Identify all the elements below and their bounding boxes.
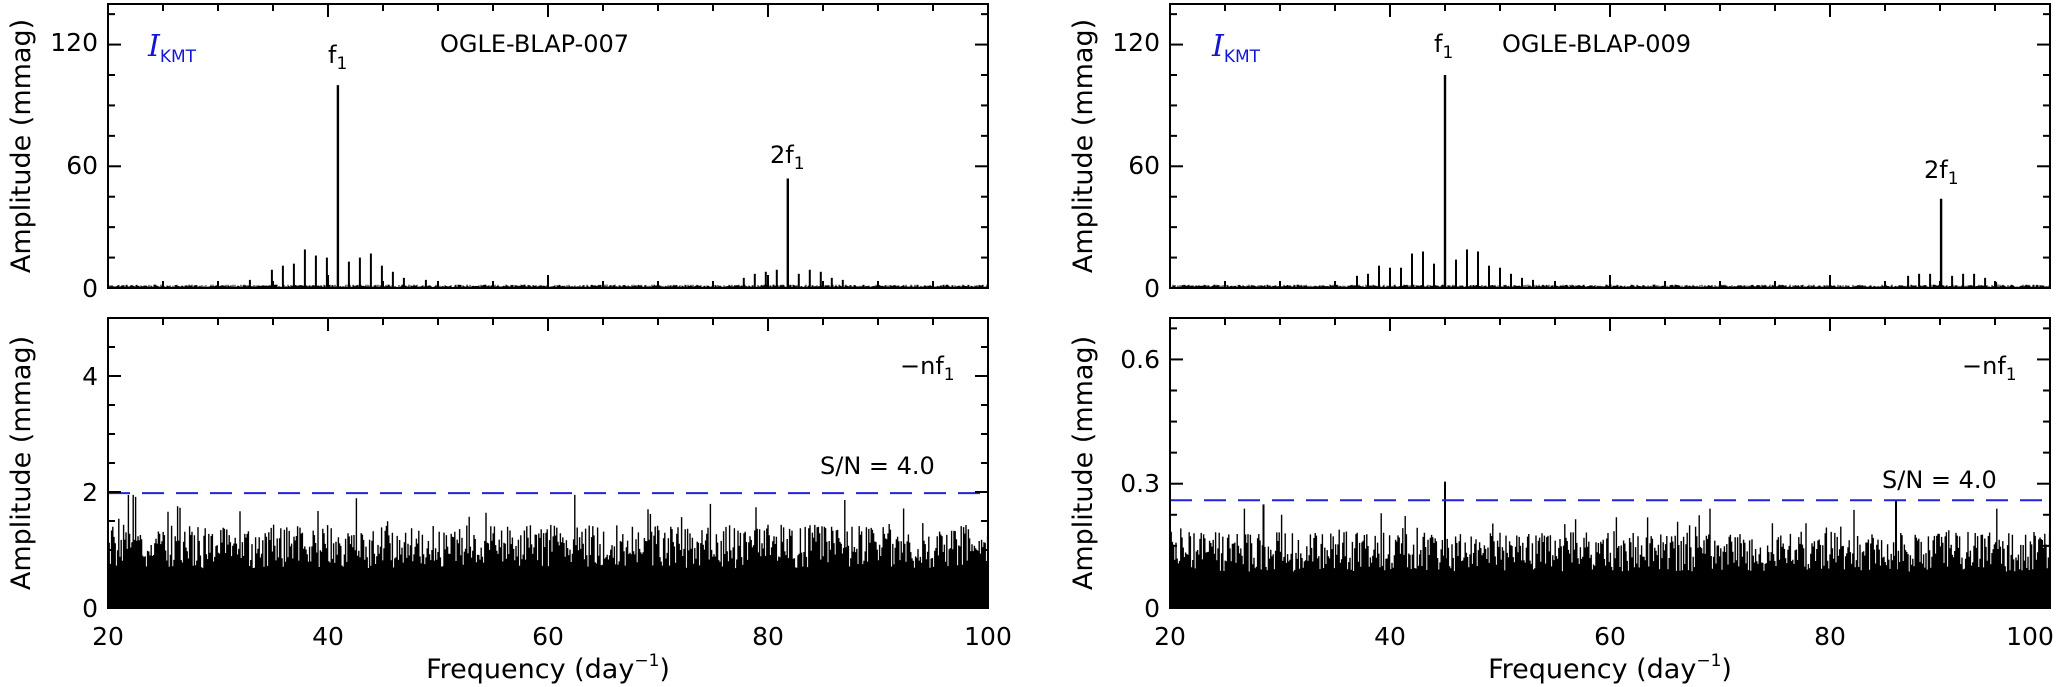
x-axis-title: Frequency (day−1): [1488, 651, 1732, 685]
axis-ticks: [1169, 4, 2051, 289]
filter-label: IKMT: [147, 29, 197, 67]
y-axis-title: Amplitude (mmag): [6, 336, 37, 590]
sn-label: S/N = 4.0: [1882, 466, 1997, 494]
y-tick-label: 0: [1144, 274, 1160, 303]
sn-label: S/N = 4.0: [820, 452, 935, 480]
star-name-label: OGLE-BLAP-007: [440, 30, 629, 58]
y-tick-label: 0: [82, 274, 98, 303]
y-tick-label: 0: [1144, 594, 1160, 623]
residual-noise-spectrum: [107, 494, 989, 608]
x-tick-label: 100: [964, 622, 1012, 651]
panel-top-right-blap009: 0 60 120 Amplitude (mmag) IKMT OGLE-BLAP…: [1068, 3, 2051, 303]
y-axis-title: Amplitude (mmag): [1068, 19, 1099, 273]
noise-spectrum: [1169, 508, 2051, 608]
y-tick-label: 60: [1128, 151, 1160, 180]
y-tick-label: 0.6: [1120, 345, 1160, 374]
y-tick-label: 60: [66, 151, 98, 180]
y-axis-title: Amplitude (mmag): [1068, 336, 1099, 590]
x-tick-label: 40: [312, 622, 344, 651]
y-tick-label: 4: [82, 362, 98, 391]
x-tick-label: 60: [1594, 622, 1626, 651]
x-tick-label: 20: [1154, 622, 1186, 651]
panel-bottom-right-residual: 0 0.3 0.6 20 40 60 80 100 Amplitude (mma…: [1068, 317, 2054, 685]
panel-top-left-blap007: 0 60 120 Amplitude (mmag) IKMT OGLE-BLAP…: [6, 3, 989, 303]
peak-label-2f1: 2f1: [770, 141, 805, 174]
peak-label-2f1: 2f1: [1924, 156, 1959, 189]
star-name-label: OGLE-BLAP-009: [1502, 30, 1691, 58]
amplitude-spectrum: [107, 85, 989, 288]
x-tick-label: 100: [2006, 622, 2054, 651]
peak-label-f1: f1: [1434, 30, 1453, 63]
residual-noise-spectrum: [1169, 481, 2051, 608]
noise-spectrum: [107, 494, 989, 608]
x-tick-label: 80: [752, 622, 784, 651]
peak-label-f1: f1: [328, 41, 347, 74]
y-tick-label: 120: [1112, 28, 1160, 57]
axis-ticks: [107, 4, 989, 289]
prewhitened-label: −nf1: [1962, 352, 2017, 385]
y-tick-label: 0.3: [1120, 469, 1160, 498]
panel-bottom-left-residual: 0 2 4 20 40 60 80 100 Amplitude (mmag) F…: [6, 317, 1012, 685]
x-axis-title: Frequency (day−1): [426, 651, 670, 685]
x-tick-label: 20: [92, 622, 124, 651]
y-tick-label: 2: [82, 478, 98, 507]
prewhitened-label: −nf1: [900, 352, 955, 385]
x-tick-label: 60: [532, 622, 564, 651]
axis-ticks: [107, 317, 989, 609]
y-tick-label: 120: [50, 28, 98, 57]
noise-floor: [107, 284, 989, 288]
y-axis-title: Amplitude (mmag): [6, 19, 37, 273]
y-tick-label: 0: [82, 594, 98, 623]
amplitude-spectrum: [1169, 75, 2051, 288]
x-tick-label: 80: [1814, 622, 1846, 651]
x-tick-label: 40: [1374, 622, 1406, 651]
axis-ticks: [1169, 318, 2051, 609]
filter-label: IKMT: [1211, 29, 1261, 67]
